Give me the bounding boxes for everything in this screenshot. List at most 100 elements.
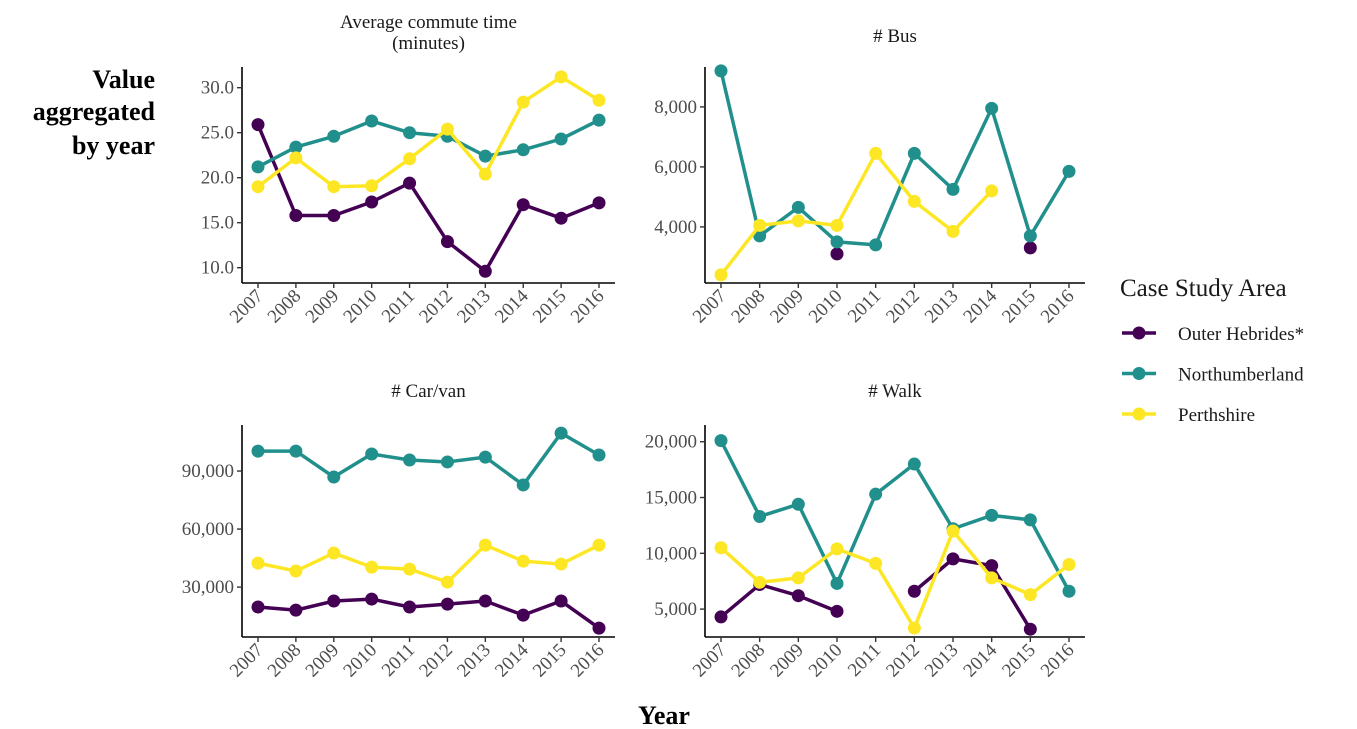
x-tick-label: 2009 <box>766 640 808 682</box>
data-point <box>869 556 883 570</box>
data-point <box>516 143 530 157</box>
x-tick-label: 2008 <box>264 640 306 682</box>
data-point <box>251 180 265 194</box>
data-point <box>791 497 805 511</box>
data-point <box>403 600 417 614</box>
data-point <box>1023 229 1037 243</box>
series-line <box>258 431 600 487</box>
x-tick-label: 2007 <box>226 640 268 682</box>
x-tick-label: 2013 <box>921 286 963 328</box>
series-line <box>719 439 1071 593</box>
data-point <box>592 621 606 635</box>
data-point <box>907 621 921 635</box>
y-tick-label: 10.0 <box>201 258 234 279</box>
x-tick-label: 2011 <box>844 286 885 327</box>
data-point <box>985 508 999 522</box>
legend-marker <box>1132 407 1146 421</box>
data-point <box>516 554 530 568</box>
data-point <box>403 453 417 467</box>
data-point <box>985 571 999 585</box>
x-tick-label: 2011 <box>378 286 419 327</box>
y-axis-label: by year <box>72 131 155 160</box>
x-tick-label: 2010 <box>339 286 381 328</box>
data-point <box>403 176 417 190</box>
panel-title: # Car/van <box>391 381 466 402</box>
data-point <box>1023 513 1037 527</box>
data-point <box>985 559 999 573</box>
x-tick-label: 2015 <box>529 286 571 328</box>
y-tick-label: 30,000 <box>182 577 234 598</box>
data-point <box>554 211 568 225</box>
legend-marker <box>1132 367 1146 380</box>
data-point <box>365 179 379 193</box>
data-point <box>289 151 303 165</box>
x-tick-label: 2009 <box>302 286 344 328</box>
x-tick-label: 2016 <box>1037 286 1079 328</box>
x-tick-label: 2014 <box>491 639 533 681</box>
data-point <box>791 589 805 603</box>
legend-label: Northumberland <box>1178 365 1304 386</box>
data-point <box>478 594 492 608</box>
data-point <box>592 448 606 462</box>
data-point <box>985 184 999 198</box>
data-point <box>478 538 492 552</box>
data-point <box>830 235 844 249</box>
data-point <box>440 455 454 469</box>
x-tick-label: 2012 <box>415 640 457 682</box>
x-tick-label: 2013 <box>453 286 495 328</box>
x-tick-label: 2008 <box>727 640 769 682</box>
x-axis-label: Year <box>638 701 690 729</box>
series-line <box>256 75 600 189</box>
y-tick-label: 15.0 <box>201 213 234 234</box>
data-point <box>478 167 492 181</box>
data-point <box>403 562 417 576</box>
data-point <box>1023 241 1037 255</box>
data-point <box>365 592 379 606</box>
data-point <box>327 594 341 608</box>
data-point <box>830 604 844 618</box>
x-tick-label: 2016 <box>567 640 609 682</box>
data-point <box>440 597 454 611</box>
x-tick-label: 2016 <box>1037 640 1079 682</box>
data-point <box>554 426 568 440</box>
x-tick-label: 2012 <box>882 286 924 328</box>
y-axis-label: Value <box>92 65 155 94</box>
data-point <box>946 224 960 238</box>
data-point <box>327 209 341 222</box>
panel-title: Average commute time (minutes) <box>340 12 517 54</box>
data-point <box>554 557 568 571</box>
data-point <box>289 444 303 458</box>
data-point <box>1062 584 1076 598</box>
data-point <box>478 264 492 278</box>
x-tick-label: 2013 <box>921 640 963 682</box>
data-point <box>554 594 568 608</box>
y-tick-label: 5,000 <box>654 599 697 620</box>
legend-title: Case Study Area <box>1120 275 1287 302</box>
data-point <box>753 229 767 243</box>
x-tick-label: 2015 <box>529 640 571 682</box>
x-tick-label: 2008 <box>264 286 306 328</box>
x-tick-label: 2012 <box>415 286 457 328</box>
series-line <box>719 151 993 276</box>
data-point <box>592 538 606 552</box>
data-point <box>327 129 341 143</box>
panel-title: # Bus <box>873 26 917 47</box>
data-point <box>365 447 379 461</box>
series-line <box>257 597 601 630</box>
data-point <box>592 113 606 127</box>
data-point <box>753 575 767 589</box>
data-point <box>791 200 805 214</box>
y-tick-label: 20,000 <box>645 432 697 453</box>
data-point <box>478 450 492 464</box>
data-point <box>440 122 454 136</box>
x-tick-label: 2007 <box>689 640 731 682</box>
data-point <box>714 541 728 555</box>
y-tick-label: 25.0 <box>201 123 234 144</box>
x-tick-label: 2012 <box>882 640 924 682</box>
x-tick-label: 2010 <box>805 640 847 682</box>
data-point <box>327 546 341 560</box>
y-tick-label: 10,000 <box>645 543 697 564</box>
data-point <box>830 247 844 261</box>
series-line <box>257 118 600 169</box>
data-point <box>592 93 606 107</box>
